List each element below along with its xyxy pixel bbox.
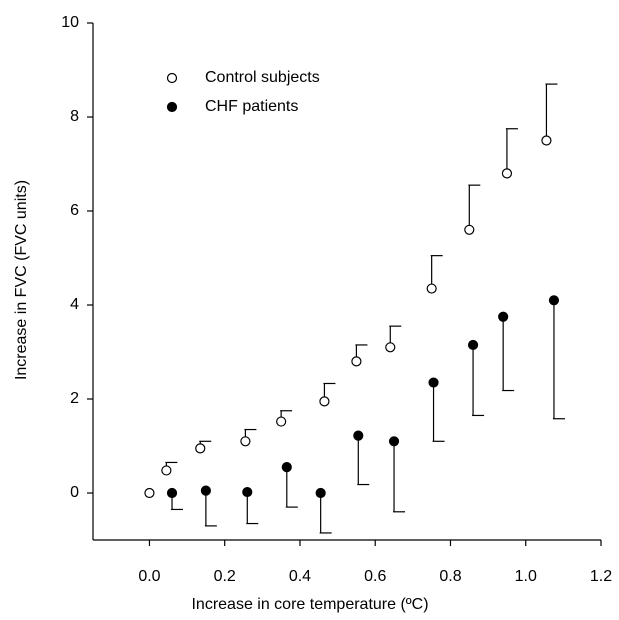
point (548, 295, 560, 306)
error-bar (432, 382, 445, 442)
error-bar (393, 441, 406, 513)
error-bar (505, 128, 518, 174)
error-bar (545, 83, 558, 141)
point (240, 436, 251, 447)
point (385, 342, 396, 353)
point (388, 436, 400, 447)
point (242, 486, 253, 498)
x-tick-label: 0.6 (364, 568, 386, 585)
error-bar (502, 316, 515, 392)
point (276, 416, 287, 427)
y-axis-label: Increase in FVC (FVC units) (13, 180, 30, 380)
error-bar (246, 492, 259, 525)
error-bar (285, 467, 298, 508)
legend-label: CHF patients (205, 98, 298, 115)
point (464, 224, 475, 235)
point (161, 465, 172, 476)
point (428, 377, 439, 388)
y-tick-label: 0 (70, 484, 79, 501)
error-bar (319, 493, 332, 534)
error-bar (472, 344, 485, 417)
x-tick-label: 0.0 (138, 568, 160, 585)
legend-label: Control subjects (205, 69, 320, 86)
y-tick-label: 4 (70, 296, 79, 313)
point (144, 487, 155, 499)
legend-marker (166, 101, 178, 113)
x-tick-label: 0.4 (289, 568, 311, 585)
point (319, 396, 330, 407)
x-tick-label: 1.0 (515, 568, 537, 585)
point (315, 487, 326, 499)
point (195, 443, 206, 454)
point (498, 311, 509, 322)
error-bar (204, 490, 217, 527)
y-tick-label: 10 (61, 14, 79, 31)
y-tick-label: 6 (70, 202, 79, 219)
point (353, 430, 364, 441)
error-bar (430, 255, 443, 289)
error-bar (468, 184, 481, 230)
point (501, 168, 513, 179)
point (541, 135, 552, 146)
point (426, 283, 437, 294)
x-tick-label: 1.2 (590, 568, 612, 585)
x-tick-label: 0.8 (439, 568, 461, 585)
legend-marker (166, 72, 178, 84)
point (166, 487, 178, 499)
point (351, 356, 362, 367)
error-bar (357, 435, 370, 486)
error-bar (552, 300, 565, 420)
point (467, 339, 479, 351)
y-tick-label: 8 (70, 108, 79, 125)
point (200, 485, 211, 496)
y-tick-label: 2 (70, 390, 79, 407)
point (281, 462, 292, 473)
x-tick-label: 0.2 (214, 568, 236, 585)
x-axis-label: Increase in core temperature (ºC) (191, 596, 428, 613)
